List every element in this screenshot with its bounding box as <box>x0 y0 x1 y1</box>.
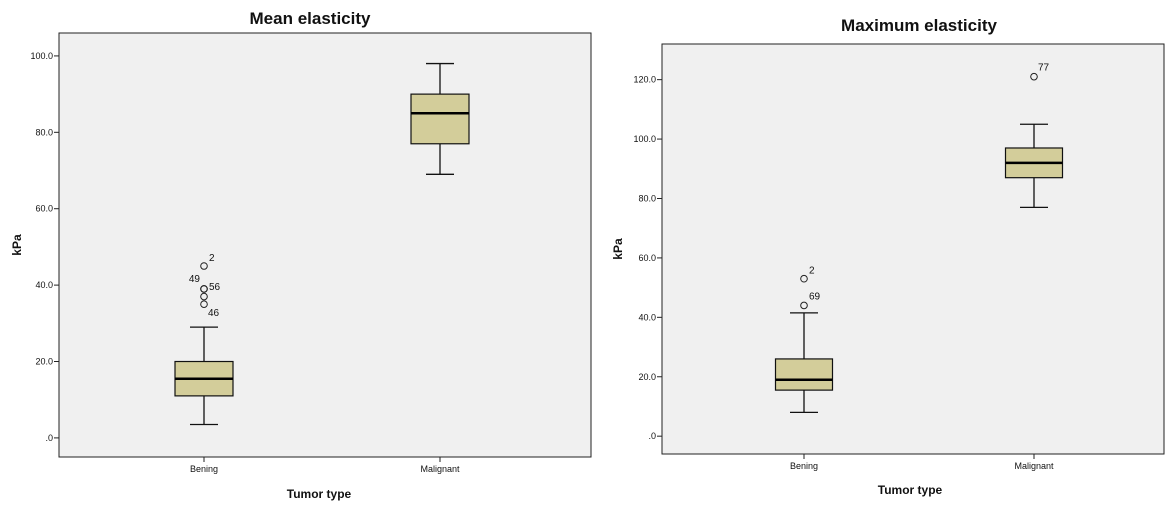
box-group-malignant: 77 <box>1004 63 1064 209</box>
outlier-point <box>200 292 208 301</box>
y-tick-label: 100.0 <box>633 134 656 144</box>
outlier-point <box>800 274 808 283</box>
box-group-bening: 2 69 <box>774 266 834 414</box>
y-tick-label: 100.0 <box>30 51 53 61</box>
chart-title: Maximum elasticity <box>841 16 997 35</box>
box-group-bening: 2 49 56 46 <box>174 253 234 426</box>
plot-area <box>58 32 592 458</box>
outlier-label: 69 <box>809 291 821 302</box>
y-tick-label: 80.0 <box>35 127 53 137</box>
plot-area <box>661 43 1165 455</box>
box-group-malignant <box>410 62 470 175</box>
y-tick-label: .0 <box>648 431 656 441</box>
y-tick-label: 40.0 <box>638 312 656 322</box>
x-tick-label: Bening <box>190 464 218 474</box>
outlier-point <box>800 301 808 310</box>
y-tick-label: 40.0 <box>35 280 53 290</box>
x-tick-label: Malignant <box>420 464 460 474</box>
outlier-label: 49 <box>189 274 201 285</box>
x-tick-label: Malignant <box>1014 461 1054 471</box>
y-tick-label: 60.0 <box>35 204 53 214</box>
y-tick-label: 120.0 <box>633 75 656 85</box>
outlier-label: 46 <box>208 308 220 319</box>
y-tick-label: 60.0 <box>638 253 656 263</box>
chart-panel-2: Maximum elasticity .0 20.0 40.0 60.0 80.0 100.… <box>611 16 1165 497</box>
outlier-label: 77 <box>1038 63 1050 74</box>
outlier-point <box>200 285 208 293</box>
x-axis-label: Tumor type <box>287 487 352 501</box>
y-tick-label: 20.0 <box>638 372 656 382</box>
outlier-point <box>1030 72 1038 81</box>
y-tick-label: 20.0 <box>35 357 53 367</box>
x-tick-label: Bening <box>790 461 818 471</box>
y-tick-label: 80.0 <box>638 193 656 203</box>
box-iqr <box>774 358 834 391</box>
y-axis-label: kPa <box>611 238 625 260</box>
chart-panel-1: Mean elasticity .0 20.0 40.0 60.0 80.0 100.0 kP… <box>10 9 592 501</box>
outlier-label: 2 <box>209 253 215 264</box>
x-axis-label: Tumor type <box>878 483 943 497</box>
y-tick-label: .0 <box>45 433 53 443</box>
outlier-point <box>200 262 208 270</box>
outlier-label: 2 <box>809 266 815 277</box>
chart-title: Mean elasticity <box>250 9 371 28</box>
y-axis-label: kPa <box>10 234 24 256</box>
box-iqr <box>410 93 470 145</box>
outlier-label: 56 <box>209 282 221 293</box>
outlier-point <box>200 300 208 309</box>
